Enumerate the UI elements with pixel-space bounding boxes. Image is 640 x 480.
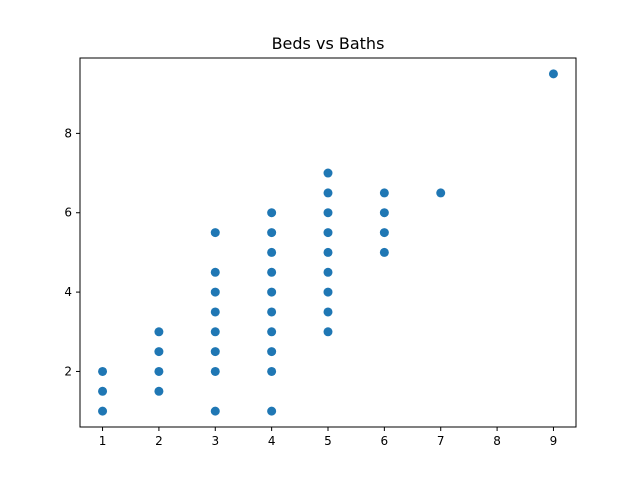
data-point — [267, 406, 277, 416]
data-point — [210, 347, 220, 357]
data-point — [379, 208, 389, 218]
data-point — [210, 366, 220, 376]
data-point — [379, 188, 389, 198]
data-point — [323, 287, 333, 297]
x-tick-label: 8 — [493, 434, 501, 448]
data-point — [267, 327, 277, 337]
data-point — [267, 366, 277, 376]
data-point — [210, 267, 220, 277]
data-point — [323, 307, 333, 317]
x-tick-label: 4 — [268, 434, 276, 448]
data-point — [98, 386, 108, 396]
data-point — [436, 188, 446, 198]
data-point — [154, 366, 164, 376]
data-point — [267, 247, 277, 257]
data-point — [98, 406, 108, 416]
data-point — [154, 386, 164, 396]
x-axis: 1 2 3 4 5 6 7 8 9 — [99, 427, 558, 448]
plot-area-frame — [79, 57, 577, 428]
data-point — [548, 69, 558, 79]
data-point — [210, 228, 220, 238]
data-point — [267, 208, 277, 218]
y-tick-label: 2 — [64, 364, 72, 378]
x-tick-label: 6 — [381, 434, 389, 448]
data-point — [154, 327, 164, 337]
chart-title: Beds vs Baths — [272, 34, 385, 53]
data-point — [323, 168, 333, 178]
data-point — [379, 247, 389, 257]
data-point — [267, 287, 277, 297]
data-point — [210, 406, 220, 416]
y-tick-label: 4 — [64, 285, 72, 299]
x-tick-label: 7 — [437, 434, 445, 448]
data-point — [210, 307, 220, 317]
y-tick-label: 6 — [64, 206, 72, 220]
data-point — [267, 347, 277, 357]
x-tick-label: 9 — [550, 434, 558, 448]
y-tick-label: 8 — [64, 126, 72, 140]
x-tick-label: 3 — [211, 434, 219, 448]
data-point — [323, 208, 333, 218]
data-points — [98, 69, 558, 416]
data-point — [267, 228, 277, 238]
x-tick-label: 2 — [155, 434, 163, 448]
y-axis: 2 4 6 8 — [64, 126, 80, 378]
data-point — [267, 267, 277, 277]
data-point — [210, 287, 220, 297]
data-point — [323, 327, 333, 337]
data-point — [323, 228, 333, 238]
data-point — [323, 247, 333, 257]
x-tick-label: 1 — [99, 434, 107, 448]
data-point — [98, 366, 108, 376]
data-point — [323, 267, 333, 277]
x-tick-label: 5 — [324, 434, 332, 448]
data-point — [323, 188, 333, 198]
data-point — [210, 327, 220, 337]
data-point — [154, 347, 164, 357]
data-point — [267, 307, 277, 317]
data-point — [379, 228, 389, 238]
